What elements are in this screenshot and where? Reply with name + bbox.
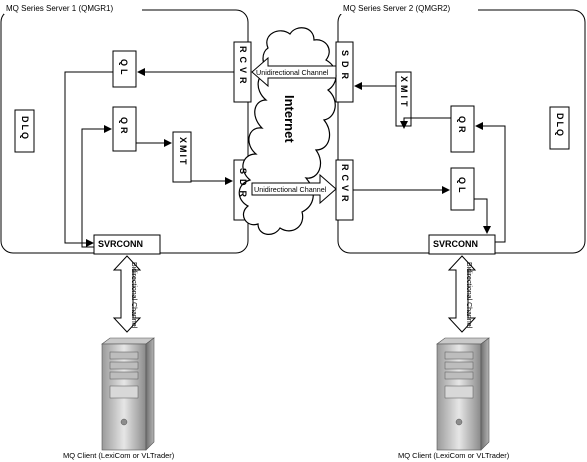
top-channel-label: Unidirectional Channel: [256, 68, 329, 77]
server1-ql-box: [112, 50, 137, 88]
server1-qr-box: [112, 106, 137, 152]
server1-svrconn-to-qr-line: [81, 125, 112, 248]
server2-dlq-box: [549, 106, 570, 150]
client2-caption: MQ Client (LexiCom or VLTrader): [398, 451, 510, 460]
server2-rcvr-label: RCVR: [340, 164, 350, 206]
server2-title: MQ Series Server 2 (QMGR2): [343, 4, 451, 13]
server1-xmit-label: XMIT: [178, 137, 188, 167]
server1-sdr-label: SDR: [238, 168, 248, 203]
server2-ql-to-svrconn-line: [474, 198, 491, 234]
server2-svrconn-label: SVRCONN: [433, 239, 479, 249]
server1-ql-to-svrconn-line: [64, 71, 113, 247]
server1-svrconn-label: SVRCONN: [98, 239, 144, 249]
internet-label: Internet: [282, 95, 297, 143]
client1-bidirectional-channel-arrow: [112, 255, 142, 333]
client1-caption: MQ Client (LexiCom or VLTrader): [63, 451, 175, 460]
server1-svrconn-box: [93, 234, 161, 255]
server1-dlq-box: [14, 109, 35, 153]
bottom-unidirectional-channel-arrow: [251, 173, 337, 205]
server-tower-icon: [436, 337, 490, 451]
server2-ql-box: [450, 167, 475, 211]
server-tower-icon: [101, 337, 155, 451]
server2-svrconn-box: [428, 234, 496, 255]
client2-channel-label: Bidirectional Channel: [465, 262, 472, 329]
server1-dlq-label: DLQ: [20, 116, 30, 141]
server2-qr-to-xmit-line: [400, 117, 451, 129]
server1-title: MQ Series Server 1 (QMGR1): [6, 4, 114, 13]
server1-xmit-box: [172, 131, 192, 183]
server1-ql-label: QL: [119, 59, 129, 78]
server2-svrconn-to-qr-line: [475, 122, 506, 243]
top-unidirectional-channel-arrow: [251, 56, 337, 88]
client2-bidirectional-channel-arrow: [447, 255, 477, 333]
server2-ql-label: QL: [457, 177, 467, 196]
server2-qr-label: QR: [457, 116, 467, 136]
server2-xmit-label: XMIT: [399, 76, 409, 110]
client1-channel-label: Bidirectional Channel: [130, 262, 137, 329]
server2-sdr-label: SDR: [340, 50, 350, 85]
server1-qr-label: QR: [119, 117, 129, 137]
bottom-channel-label: Unidirectional Channel: [254, 185, 327, 194]
server1-rcvr-label: RCVR: [238, 46, 248, 88]
server2-qr-box: [450, 105, 475, 153]
server2-dlq-label: DLQ: [555, 113, 565, 138]
